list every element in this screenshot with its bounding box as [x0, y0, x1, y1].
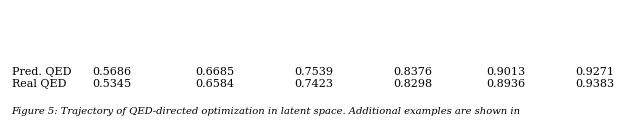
Text: 0.8376: 0.8376 — [394, 67, 432, 77]
Text: 0.5686: 0.5686 — [92, 67, 132, 77]
Text: Pred. QED: Pred. QED — [12, 67, 71, 77]
Text: Real QED: Real QED — [12, 79, 66, 89]
Text: 0.7539: 0.7539 — [294, 67, 333, 77]
Text: 0.9271: 0.9271 — [576, 67, 614, 77]
Text: 0.9013: 0.9013 — [486, 67, 525, 77]
Text: 0.8298: 0.8298 — [393, 79, 433, 89]
Text: 0.5345: 0.5345 — [92, 79, 132, 89]
Text: 0.6584: 0.6584 — [195, 79, 234, 89]
Text: 0.6685: 0.6685 — [195, 67, 234, 77]
Text: 0.8936: 0.8936 — [486, 79, 525, 89]
Text: 0.9383: 0.9383 — [575, 79, 615, 89]
Text: Figure 5: Trajectory of QED-directed optimization in latent space. Additional ex: Figure 5: Trajectory of QED-directed opt… — [12, 106, 521, 116]
Text: 0.7423: 0.7423 — [294, 79, 333, 89]
